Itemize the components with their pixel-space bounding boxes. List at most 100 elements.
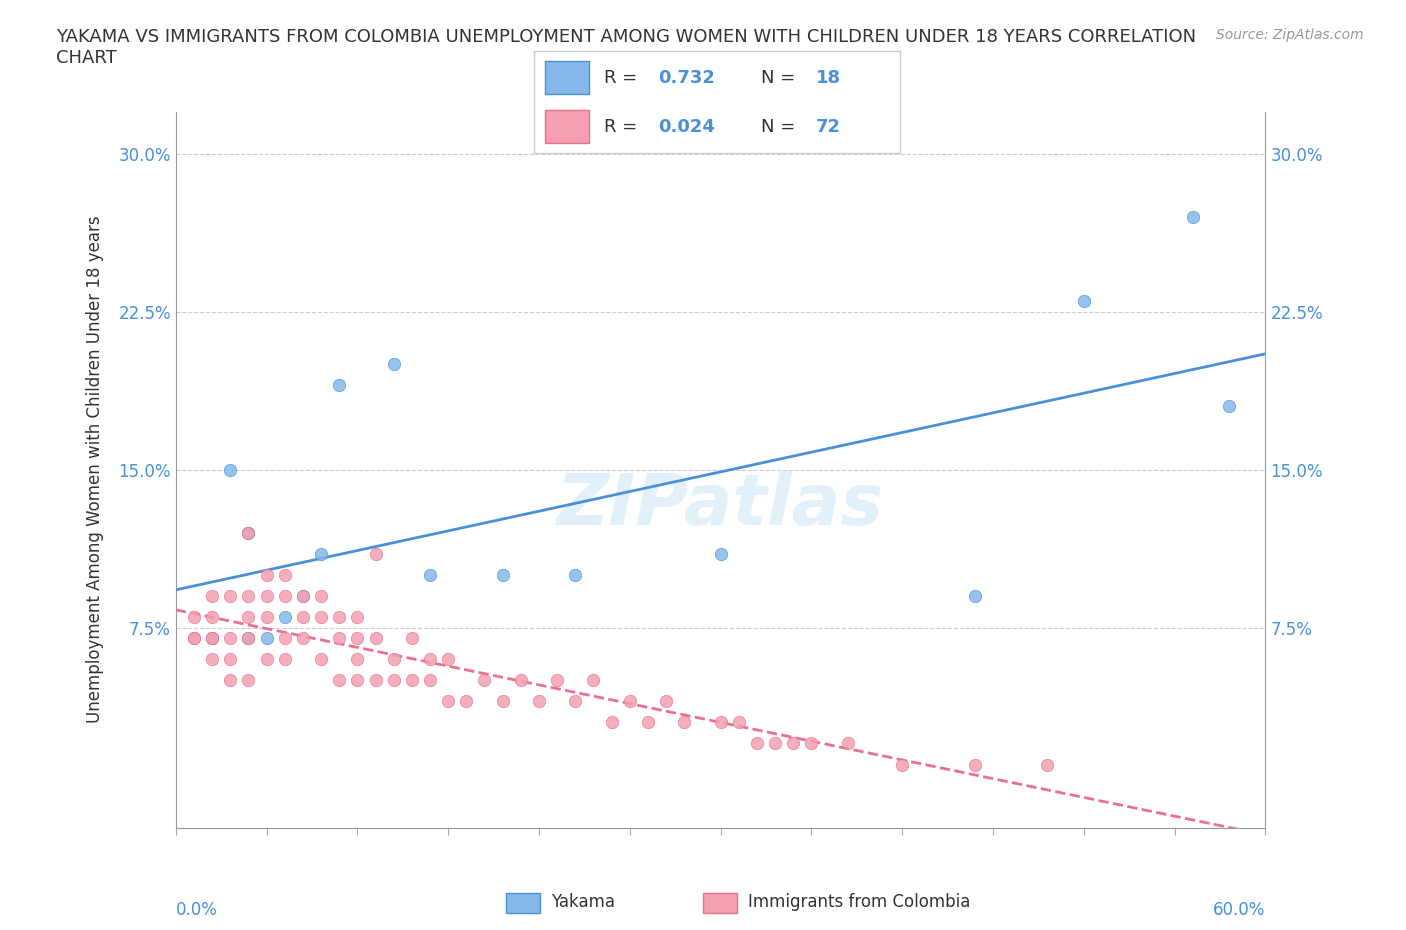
Text: R =: R = [603,118,643,136]
Point [183,631,205,645]
Point [655,694,678,709]
Text: N =: N = [761,118,801,136]
Point [183,610,205,625]
Text: 60.0%: 60.0% [1213,901,1265,920]
Point [328,610,350,625]
Point [328,631,350,645]
Point [891,757,914,772]
Point [492,694,515,709]
Point [201,631,224,645]
Text: 0.0%: 0.0% [176,901,218,920]
Point [382,652,405,667]
Point [527,694,550,709]
Point [564,694,586,709]
Point [328,672,350,687]
Point [238,631,260,645]
Point [346,610,368,625]
Point [238,672,260,687]
Text: 0.732: 0.732 [658,69,716,86]
Point [401,672,423,687]
Point [619,694,641,709]
Point [492,567,515,582]
Point [238,525,260,540]
Point [256,589,278,604]
Point [437,652,460,667]
Point [727,715,749,730]
Text: 0.024: 0.024 [658,118,716,136]
Point [256,610,278,625]
Text: ZIPatlas: ZIPatlas [557,471,884,540]
Point [256,652,278,667]
Point [382,357,405,372]
Text: Yakama: Yakama [551,893,616,911]
Point [509,672,531,687]
Point [274,652,297,667]
Point [474,672,496,687]
Point [274,589,297,604]
Point [256,631,278,645]
Point [800,736,823,751]
Point [291,631,314,645]
Point [437,694,460,709]
Text: Source: ZipAtlas.com: Source: ZipAtlas.com [1216,28,1364,42]
Point [1181,209,1204,224]
Point [238,610,260,625]
Point [346,631,368,645]
Point [382,672,405,687]
Point [219,631,242,645]
Point [256,567,278,582]
Point [309,652,332,667]
Point [837,736,859,751]
Point [238,631,260,645]
Point [274,631,297,645]
Point [274,610,297,625]
Point [673,715,696,730]
Point [1073,294,1095,309]
Point [782,736,804,751]
Point [201,652,224,667]
Point [201,589,224,604]
Point [710,547,733,562]
Point [710,715,733,730]
Point [309,610,332,625]
Point [238,589,260,604]
Text: YAKAMA VS IMMIGRANTS FROM COLOMBIA UNEMPLOYMENT AMONG WOMEN WITH CHILDREN UNDER : YAKAMA VS IMMIGRANTS FROM COLOMBIA UNEMP… [56,28,1197,67]
Point [309,547,332,562]
Point [291,589,314,604]
Point [328,378,350,392]
Point [763,736,786,751]
Bar [546,111,589,143]
Point [219,652,242,667]
Point [456,694,478,709]
Point [1036,757,1059,772]
Point [274,567,297,582]
Point [364,547,387,562]
Bar [703,893,737,913]
Point [201,631,224,645]
Bar [546,61,589,94]
Y-axis label: Unemployment Among Women with Children Under 18 years: Unemployment Among Women with Children U… [86,216,104,724]
Point [546,672,568,687]
Point [219,462,242,477]
Text: N =: N = [761,69,801,86]
Point [291,610,314,625]
Point [401,631,423,645]
Point [291,589,314,604]
Point [745,736,768,751]
Text: R =: R = [603,69,643,86]
Point [364,631,387,645]
Point [564,567,586,582]
Text: 72: 72 [815,118,841,136]
Point [1218,399,1240,414]
Point [346,672,368,687]
Text: Immigrants from Colombia: Immigrants from Colombia [748,893,970,911]
Point [219,672,242,687]
Point [201,631,224,645]
Point [419,652,441,667]
Point [963,589,986,604]
Point [238,525,260,540]
Point [364,672,387,687]
Bar [506,893,540,913]
Point [346,652,368,667]
Point [419,567,441,582]
